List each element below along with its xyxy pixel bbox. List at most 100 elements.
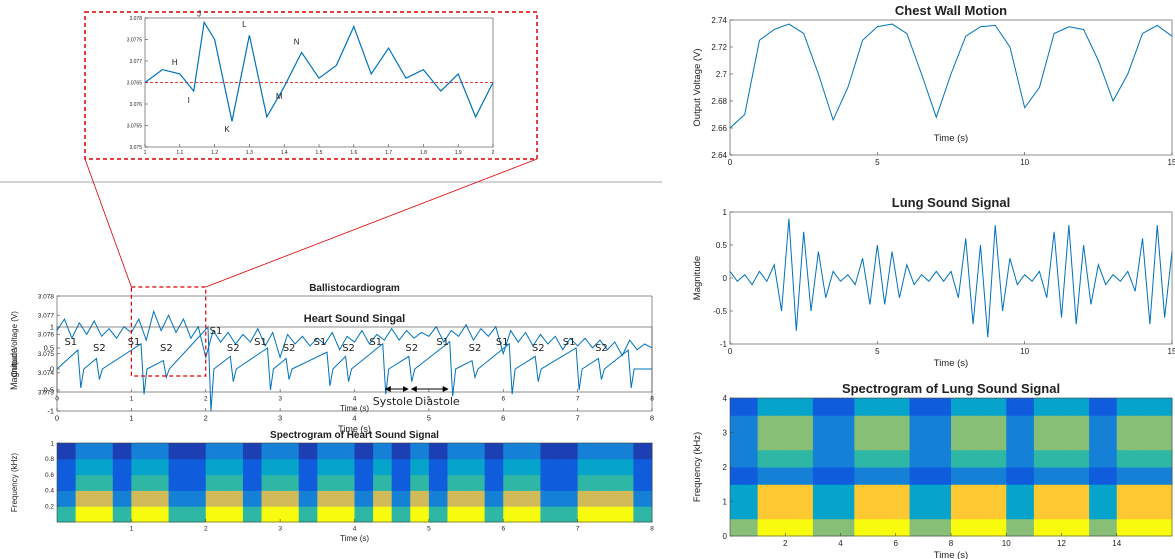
heat-cell [1020, 398, 1035, 416]
y-tick-label: 1 [723, 497, 728, 506]
heat-cell [559, 490, 579, 507]
heat-cell [951, 415, 966, 433]
heat-cell [840, 484, 855, 502]
sound-label: S1 [254, 337, 267, 348]
heat-cell [992, 518, 1007, 537]
heat-cell [168, 443, 188, 460]
heat-cell [785, 398, 800, 416]
heat-cell [1144, 518, 1159, 537]
heat-cell [785, 501, 800, 520]
peak-label: I [188, 96, 190, 105]
x-tick-label: 0 [728, 158, 733, 167]
heat-cell [410, 458, 430, 476]
heat-cell [909, 415, 924, 433]
heat-cell [280, 506, 300, 523]
heat-cell [1130, 518, 1145, 537]
heat-cell [633, 443, 653, 460]
heat-cell [1158, 432, 1173, 451]
heat-cell [881, 432, 897, 451]
heat-cell [75, 458, 95, 476]
diastole-label: Diastole [415, 395, 460, 408]
chart-title: Spectrogram of Lung Sound Signal [842, 381, 1060, 396]
peak-label: J [197, 9, 201, 18]
heat-cell [937, 449, 952, 468]
heat-cell [596, 458, 616, 476]
heat-cell [168, 490, 188, 507]
sound-label: S2 [93, 343, 106, 354]
heat-cell [1116, 484, 1132, 502]
heat-cell [1075, 432, 1090, 451]
heat-cell [521, 443, 541, 460]
heat-cell [1033, 449, 1049, 468]
heat-cell [937, 398, 952, 416]
heat-cell [131, 443, 151, 460]
heat-cell [633, 474, 653, 491]
heat-cell [57, 506, 77, 523]
heat-cell [354, 458, 374, 476]
heat-cell [895, 518, 911, 537]
heat-cell [812, 415, 828, 433]
heat-cell [826, 484, 841, 502]
y-tick-label: -0.5 [713, 307, 727, 316]
heat-cell [868, 398, 883, 416]
heat-cell [614, 506, 634, 523]
heat-cell [484, 458, 504, 476]
sound-label: S2 [227, 343, 240, 354]
x-tick-label: 4 [353, 526, 357, 533]
heat-cell [1102, 398, 1118, 416]
heat-cell [757, 398, 772, 416]
y-tick-label: 4 [723, 394, 728, 403]
heat-cell [75, 506, 95, 523]
y-tick-label: 0.8 [45, 456, 54, 463]
heat-cell [1006, 415, 1021, 433]
heat-cell [317, 490, 337, 507]
heat-cell [1089, 501, 1104, 520]
heat-cell [743, 467, 759, 485]
heat-cell [466, 474, 486, 491]
heat-cell [373, 506, 393, 523]
y-tick-label: 3.074 [38, 370, 55, 377]
heat-cell [540, 443, 560, 460]
heat-cell [881, 518, 897, 537]
heat-cell [992, 449, 1007, 468]
heat-cell [1116, 467, 1132, 485]
heat-cell [466, 506, 486, 523]
sound-label: S2 [283, 343, 296, 354]
heat-cell [298, 506, 318, 523]
heat-cell [94, 474, 114, 491]
heat-cell [785, 449, 800, 468]
heat-cell [577, 506, 597, 523]
heat-cell [298, 490, 318, 507]
x-axis-label: Time (s) [340, 534, 369, 543]
x-tick-label: 7 [576, 396, 580, 403]
heat-cell [261, 458, 281, 476]
y-tick-label: 2.64 [711, 151, 727, 160]
heat-cell [280, 443, 300, 460]
x-tick-label: 1.5 [316, 150, 323, 156]
heat-cell [224, 506, 244, 523]
heat-cell [1144, 432, 1159, 451]
sound-label: S1 [496, 337, 509, 348]
heat-cell [57, 474, 77, 491]
heat-cell [410, 490, 430, 507]
heat-cell [1075, 449, 1090, 468]
heat-cell [577, 490, 597, 507]
heat-cell [1144, 449, 1159, 468]
heat-cell [94, 490, 114, 507]
heat-cell [757, 467, 772, 485]
heat-cell [1061, 449, 1076, 468]
x-tick-label: 0 [55, 414, 59, 423]
x-tick-label: 5 [427, 414, 431, 423]
signal-line [56, 309, 653, 360]
heat-cell [895, 484, 911, 502]
heat-cell [771, 518, 786, 537]
heat-cell [1144, 501, 1159, 520]
heat-cell [1158, 415, 1173, 433]
heat-cell [951, 518, 966, 537]
heat-cell [951, 398, 966, 416]
heat-cell [75, 443, 95, 460]
heat-cell [964, 501, 980, 520]
chart-title: Chest Wall Motion [895, 3, 1007, 18]
x-tick-label: 1 [144, 150, 147, 156]
